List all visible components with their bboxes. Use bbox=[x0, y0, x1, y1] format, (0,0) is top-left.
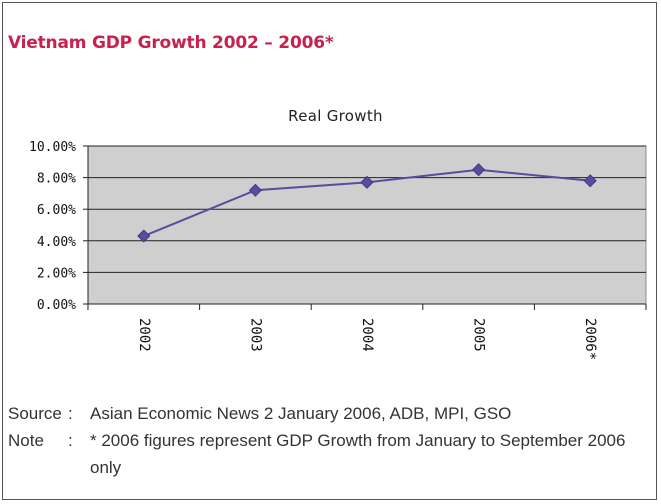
footnote: Note : * 2006 figures represent GDP Grow… bbox=[8, 427, 648, 481]
note-separator: : bbox=[68, 431, 73, 450]
x-tick-label: 2004 bbox=[359, 318, 375, 352]
y-tick-label: 8.00% bbox=[37, 172, 76, 187]
x-tick-label: 2003 bbox=[247, 318, 263, 352]
gdp-line-chart: 0.00% 2.00% 4.00% 6.00% 8.00% 10.00% 2002 2003 2… bbox=[29, 140, 647, 360]
source-label: Source bbox=[8, 404, 62, 423]
data-point bbox=[583, 174, 597, 188]
data-point bbox=[137, 229, 151, 243]
note-label: Note bbox=[8, 431, 44, 450]
y-tick-label: 10.00% bbox=[29, 140, 76, 155]
data-point bbox=[360, 175, 374, 189]
notes: Source : Asian Economic News 2 January 2… bbox=[8, 400, 648, 481]
y-tick-label: 2.00% bbox=[37, 266, 76, 281]
source-separator: : bbox=[68, 404, 73, 423]
page-heading: Vietnam GDP Growth 2002 – 2006* bbox=[8, 33, 334, 53]
y-tick-label: 4.00% bbox=[37, 235, 76, 250]
plot-background bbox=[87, 145, 647, 305]
plot-area: 0.00% 2.00% 4.00% 6.00% 8.00% 10.00% 2002 2003 2… bbox=[29, 140, 647, 360]
y-tick-label: 0.00% bbox=[37, 298, 76, 313]
x-tick-label: 2006* bbox=[582, 318, 598, 360]
source-text: Asian Economic News 2 January 2006, ADB,… bbox=[90, 404, 512, 423]
source-note: Source : Asian Economic News 2 January 2… bbox=[8, 400, 648, 427]
x-tick-label: 2002 bbox=[136, 318, 152, 352]
note-text: * 2006 figures represent GDP Growth from… bbox=[90, 431, 626, 477]
data-point bbox=[248, 183, 262, 197]
x-tick-label: 2005 bbox=[471, 318, 487, 352]
chart-title: Real Growth bbox=[288, 107, 383, 125]
data-point bbox=[472, 163, 486, 177]
y-tick-label: 6.00% bbox=[37, 203, 76, 218]
